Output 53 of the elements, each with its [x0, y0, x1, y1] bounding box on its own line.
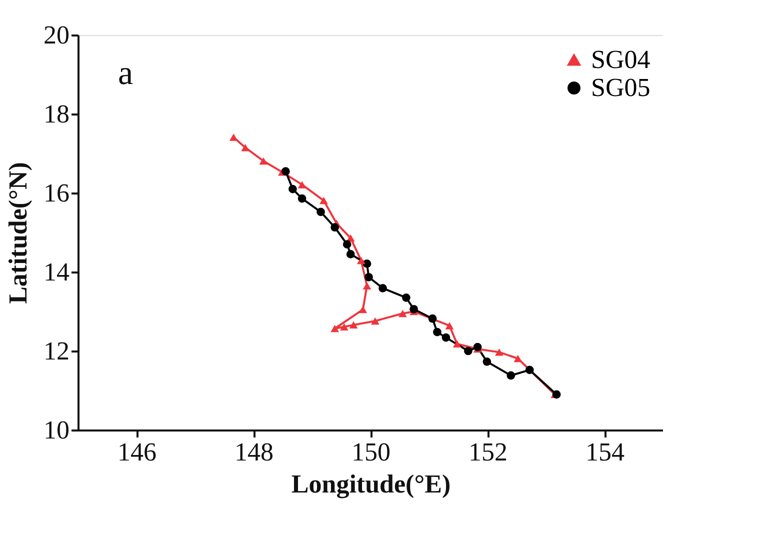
- legend-label: SG04: [591, 45, 650, 74]
- point: [358, 306, 368, 314]
- x-axis-title: Longitude(°E): [291, 470, 451, 498]
- point: [362, 260, 372, 268]
- point: [330, 223, 339, 232]
- y-tick-label: 20: [44, 20, 70, 50]
- x-tick-label: 148: [234, 438, 274, 466]
- point: [259, 157, 268, 165]
- point: [316, 208, 325, 216]
- annotation: a: [118, 55, 134, 92]
- point: [410, 304, 418, 314]
- y-tick-label: 12: [44, 336, 70, 366]
- point: [445, 322, 454, 330]
- point: [525, 366, 534, 374]
- point: [342, 240, 352, 249]
- y-tick-label: 10: [44, 416, 70, 444]
- point: [241, 144, 250, 152]
- point: [340, 323, 348, 331]
- point: [229, 134, 238, 141]
- point: [473, 342, 482, 352]
- y-tick-label: 14: [44, 258, 70, 286]
- point: [506, 371, 516, 380]
- point: [330, 324, 339, 332]
- point: [320, 196, 328, 204]
- point: [281, 167, 290, 176]
- point: [370, 317, 380, 325]
- point: [356, 256, 366, 264]
- point: [298, 194, 306, 203]
- point: [288, 184, 297, 194]
- x-tick-label: 146: [118, 438, 156, 466]
- point: [452, 340, 462, 348]
- point: [433, 328, 442, 336]
- point: [378, 284, 387, 292]
- y-tick-label: 16: [44, 178, 70, 208]
- point: [298, 181, 306, 188]
- point: [464, 346, 472, 356]
- point: [346, 250, 355, 258]
- point: [442, 333, 450, 342]
- point: [428, 314, 437, 323]
- point: [364, 272, 373, 282]
- x-tick-label: 150: [352, 438, 390, 466]
- point: [398, 310, 407, 318]
- x-tick-label: 152: [468, 438, 508, 466]
- point: [349, 321, 358, 329]
- point: [402, 294, 410, 302]
- point: [514, 354, 522, 362]
- y-tick-label: 18: [44, 100, 70, 128]
- x-tick-label: 154: [586, 438, 624, 466]
- legend-label: SG05: [591, 73, 650, 102]
- point: [362, 282, 372, 290]
- y-axis-title: Latitude(°N): [4, 162, 32, 304]
- point: [482, 357, 492, 366]
- point: [495, 348, 504, 356]
